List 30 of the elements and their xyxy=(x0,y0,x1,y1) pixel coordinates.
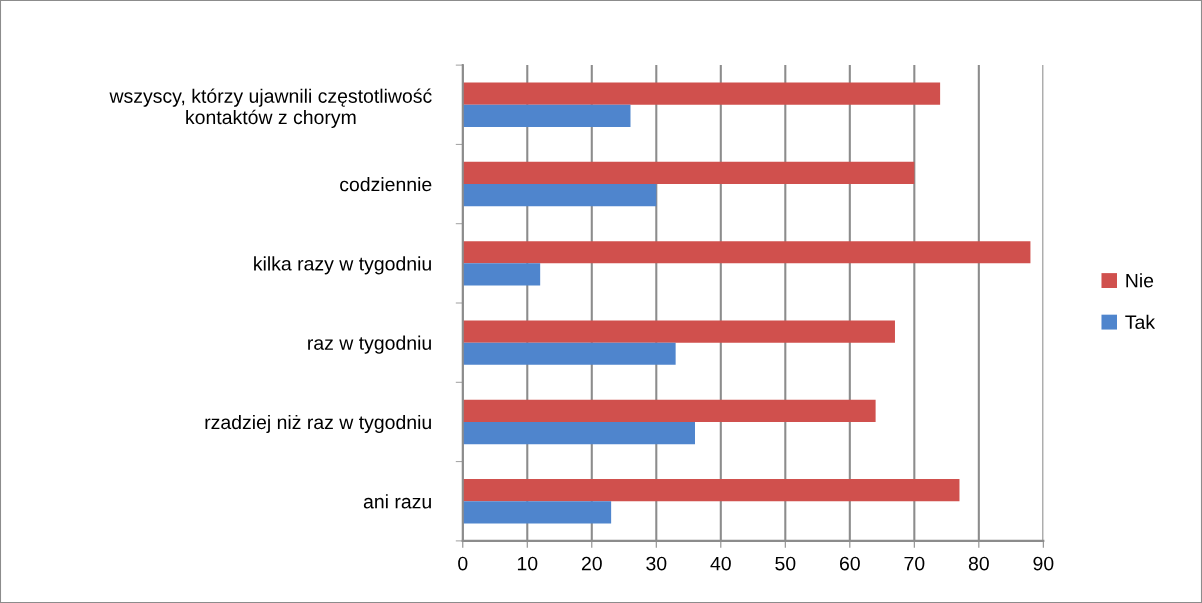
x-tick-label: 70 xyxy=(904,556,925,571)
bar xyxy=(462,342,676,365)
x-tick-label: 40 xyxy=(710,556,731,571)
bar xyxy=(462,184,657,207)
bar xyxy=(462,501,612,524)
bar xyxy=(462,161,915,185)
legend-label: Tak xyxy=(1125,314,1156,330)
y-tick-label: raz w tygodniu xyxy=(308,335,431,354)
bar xyxy=(462,82,941,105)
bar xyxy=(462,479,960,502)
x-tick-label: 20 xyxy=(581,556,602,571)
x-tick-label: 0 xyxy=(458,556,468,571)
x-tick-label: 10 xyxy=(517,556,538,571)
y-tick-label: rzadziej niż raz w tygodniu xyxy=(205,414,431,434)
bar xyxy=(462,399,876,422)
bar xyxy=(462,104,631,127)
legend-label: Nie xyxy=(1126,273,1154,288)
bar xyxy=(462,421,695,445)
x-tick-label: 30 xyxy=(646,556,667,571)
y-tick-label: ani razu xyxy=(363,494,431,509)
x-tick-label: 50 xyxy=(775,556,796,571)
bar xyxy=(462,263,541,286)
y-tick-label: codziennie xyxy=(340,177,432,192)
bar xyxy=(462,241,1031,264)
x-tick-label: 60 xyxy=(839,556,860,571)
y-tick-label: wszyscy, którzy ujawnili częstotliwość kontaktów z chorym xyxy=(109,88,432,129)
x-tick-label: 90 xyxy=(1033,556,1054,571)
x-tick-label: 80 xyxy=(968,556,989,571)
y-tick-label: kilka razy w tygodniu xyxy=(254,256,431,275)
bar xyxy=(462,320,895,343)
